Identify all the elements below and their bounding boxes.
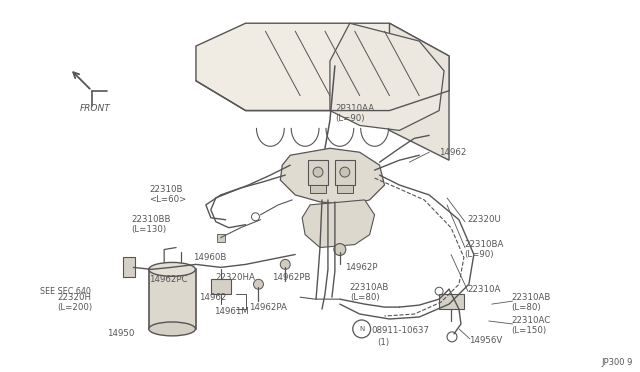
Text: 22310BA: 22310BA xyxy=(464,240,503,249)
Text: 14962: 14962 xyxy=(199,293,227,302)
Text: (L=90): (L=90) xyxy=(464,250,493,259)
Text: FRONT: FRONT xyxy=(80,104,111,113)
Text: 14962: 14962 xyxy=(439,148,467,157)
Text: (L=200): (L=200) xyxy=(57,302,92,312)
Polygon shape xyxy=(217,234,225,241)
Polygon shape xyxy=(308,160,328,185)
Polygon shape xyxy=(330,23,444,131)
Ellipse shape xyxy=(148,262,195,276)
Text: 14962PA: 14962PA xyxy=(248,302,287,312)
Text: (L=80): (L=80) xyxy=(511,302,541,312)
Polygon shape xyxy=(390,23,449,160)
Ellipse shape xyxy=(148,322,195,336)
Text: N: N xyxy=(359,326,364,332)
Text: 14961M: 14961M xyxy=(214,307,249,315)
Polygon shape xyxy=(149,269,196,329)
Text: 14962PC: 14962PC xyxy=(149,275,188,284)
Text: 22310B: 22310B xyxy=(149,186,183,195)
Text: 22320H: 22320H xyxy=(57,293,91,302)
Text: 22310A: 22310A xyxy=(467,285,500,294)
Text: 14956V: 14956V xyxy=(469,336,502,345)
Text: 22310BB: 22310BB xyxy=(131,215,171,224)
Text: 22310AC: 22310AC xyxy=(511,317,551,326)
Text: 2P310AA: 2P310AA xyxy=(335,104,374,113)
Text: 22320HA: 22320HA xyxy=(216,273,255,282)
Text: (L=150): (L=150) xyxy=(511,326,547,336)
Text: 14960B: 14960B xyxy=(193,253,227,262)
Polygon shape xyxy=(310,185,326,193)
Polygon shape xyxy=(302,200,374,247)
Polygon shape xyxy=(337,185,353,193)
Circle shape xyxy=(253,279,264,289)
Polygon shape xyxy=(335,160,355,185)
Text: (L=80): (L=80) xyxy=(350,293,380,302)
Polygon shape xyxy=(124,257,136,277)
Text: 14962P: 14962P xyxy=(345,263,378,272)
Circle shape xyxy=(334,244,346,256)
Text: 14962PB: 14962PB xyxy=(273,273,311,282)
Circle shape xyxy=(340,167,350,177)
Circle shape xyxy=(313,167,323,177)
Text: 22310AB: 22310AB xyxy=(350,283,389,292)
Polygon shape xyxy=(211,279,230,294)
Text: (L=90): (L=90) xyxy=(335,114,364,123)
Circle shape xyxy=(280,259,290,269)
Text: 08911-10637: 08911-10637 xyxy=(372,326,429,336)
Text: (1): (1) xyxy=(378,338,390,347)
Text: JP300 9: JP300 9 xyxy=(601,357,633,367)
Polygon shape xyxy=(439,294,464,309)
Text: 14950: 14950 xyxy=(107,329,134,339)
Text: 22310AB: 22310AB xyxy=(511,293,551,302)
Text: (L=130): (L=130) xyxy=(131,225,166,234)
Polygon shape xyxy=(196,23,449,110)
Text: 22320U: 22320U xyxy=(467,215,500,224)
Text: SEE SEC.640: SEE SEC.640 xyxy=(40,287,91,296)
Polygon shape xyxy=(280,148,385,205)
Text: <L=60>: <L=60> xyxy=(149,195,186,204)
